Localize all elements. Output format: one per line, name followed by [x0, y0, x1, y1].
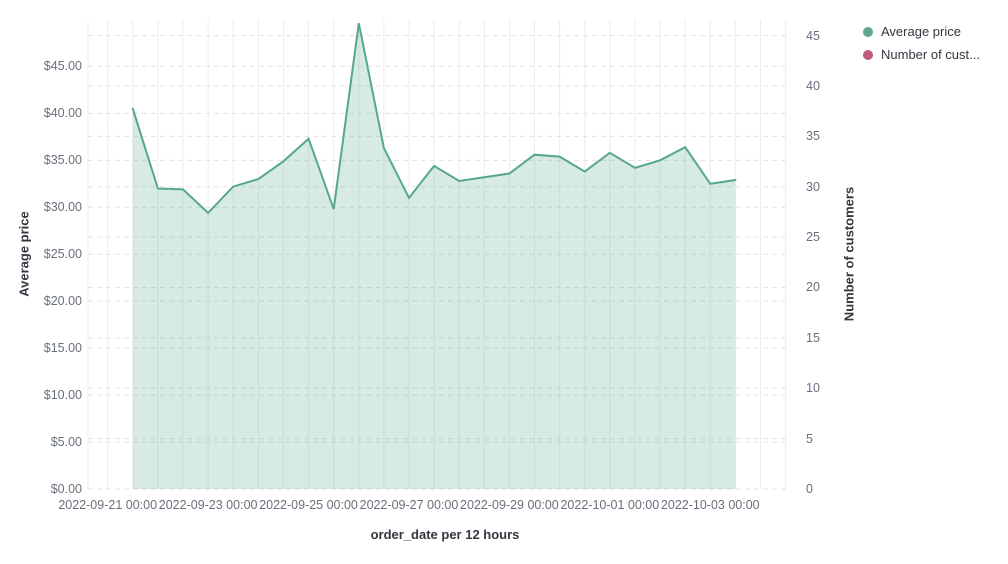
legend-label: Number of cust...: [881, 47, 980, 62]
left-axis-tick-label: $10.00: [43, 388, 82, 403]
right-axis-tick-label: 0: [806, 482, 813, 496]
right-axis-tick-label: 45: [806, 28, 820, 43]
left-axis-tick-label: $20.00: [43, 294, 82, 309]
series-line-average-price: [131, 23, 737, 215]
right-axis-tick-label: 35: [806, 129, 820, 144]
legend: Average price Number of cust...: [863, 24, 980, 63]
legend-item-number-of-customers[interactable]: Number of cust...: [863, 47, 980, 63]
left-axis-tick-label: $35.00: [43, 153, 82, 168]
left-axis-tick-label: $15.00: [43, 341, 82, 356]
series-area-average-price: [132, 23, 736, 489]
left-axis-tick-label: $45.00: [43, 59, 82, 74]
left-axis-tick-label: $5.00: [50, 435, 82, 450]
legend-label: Average price: [881, 24, 961, 39]
left-axis-tick-label: $0.00: [50, 482, 82, 496]
x-axis-tick-label: 2022-09-25 00:00: [259, 498, 358, 512]
left-axis-title: Average price: [16, 211, 32, 297]
legend-item-average-price[interactable]: Average price: [863, 24, 980, 40]
left-axis-tick-label: $30.00: [43, 200, 82, 215]
x-axis-tick-label: 2022-09-23 00:00: [158, 498, 258, 512]
x-axis-tick-label: 2022-09-21 00:00: [58, 498, 158, 512]
plot-area[interactable]: [88, 20, 790, 489]
right-axis-tick-label: 20: [806, 280, 820, 295]
right-axis-tick-label: 10: [806, 381, 820, 396]
x-axis-tick-label: 2022-09-29 00:00: [460, 498, 559, 512]
x-axis-title: order_date per 12 hours: [370, 527, 520, 542]
right-axis-tick-label: 40: [806, 78, 820, 93]
left-axis-tick-label: $40.00: [43, 106, 82, 121]
right-axis-tick-label: 5: [806, 431, 813, 446]
left-axis-tick-label: $25.00: [43, 247, 82, 262]
legend-swatch-average-price-icon: [863, 27, 873, 37]
right-axis-tick-label: 30: [806, 179, 820, 194]
legend-swatch-number-of-customers-icon: [863, 50, 873, 60]
x-axis-tick-label: 2022-10-01 00:00: [560, 498, 660, 512]
right-axis-title: Number of customers: [841, 186, 857, 322]
right-axis-tick-label: 25: [806, 230, 820, 245]
right-axis-tick-label: 15: [806, 330, 820, 345]
x-axis-tick-label: 2022-10-03 00:00: [660, 498, 760, 512]
x-axis-tick-label: 2022-09-27 00:00: [359, 498, 459, 512]
